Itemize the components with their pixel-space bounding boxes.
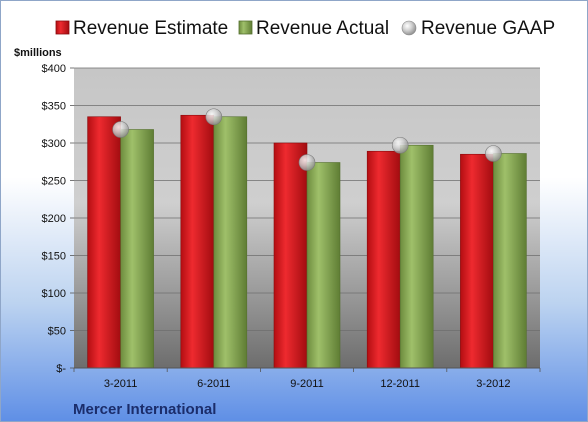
bar-revenue-estimate	[180, 114, 215, 369]
bar-revenue-estimate	[460, 153, 494, 369]
y-tick-label: $150	[42, 251, 66, 263]
marker-revenue-gaap	[485, 145, 502, 162]
bar-revenue-estimate	[87, 116, 121, 369]
bar-revenue-actual	[213, 116, 248, 369]
x-tick-label: 12-2011	[380, 378, 420, 390]
bar-revenue-actual	[399, 144, 434, 369]
x-tick-label: 9-2011	[290, 378, 323, 390]
legend-label-revenue-actual: Revenue Actual	[256, 18, 389, 39]
y-tick-label: $300	[42, 138, 66, 150]
legend-item-revenue-gaap: Revenue GAAP	[401, 18, 555, 39]
y-tick-label: $400	[42, 63, 66, 75]
legend-swatch-revenue-estimate	[55, 20, 70, 35]
bar-revenue-actual	[493, 153, 527, 369]
y-axis-ticks: $- $50 $100 $150 $200 $250 $300 $350 $400	[42, 63, 74, 375]
legend-item-revenue-actual: Revenue Actual	[238, 18, 389, 39]
legend: Revenue Estimate Revenue Actual Revenue …	[55, 18, 555, 39]
x-axis-ticks: 3-2011 6-2011 9-2011 12-2011 3-2012	[73, 368, 541, 390]
y-unit-label: $millions	[14, 47, 62, 59]
bar-revenue-estimate	[273, 142, 308, 369]
company-name: Mercer International	[73, 401, 216, 418]
y-tick-label: $200	[42, 213, 66, 225]
bar-revenue-actual	[120, 129, 154, 369]
legend-label-revenue-gaap: Revenue GAAP	[421, 18, 555, 39]
x-tick-label: 6-2011	[197, 378, 230, 390]
x-tick-label: 3-2011	[104, 378, 137, 390]
gaap-markers	[112, 108, 502, 171]
legend-swatch-revenue-gaap	[401, 20, 417, 36]
x-tick-label: 3-2012	[476, 378, 510, 390]
legend-item-revenue-estimate: Revenue Estimate	[55, 18, 228, 39]
legend-swatch-revenue-actual	[238, 20, 253, 35]
y-tick-label: $350	[42, 101, 66, 113]
marker-revenue-gaap	[391, 136, 409, 154]
y-tick-label: $50	[48, 326, 66, 338]
bar-revenue-actual	[306, 162, 341, 369]
bar-revenue-estimate	[366, 150, 401, 369]
marker-revenue-gaap	[298, 154, 316, 171]
y-tick-label: $100	[42, 288, 66, 300]
y-tick-label: $-	[56, 363, 66, 375]
y-tick-label: $250	[42, 176, 66, 188]
bars	[87, 114, 527, 369]
marker-revenue-gaap	[205, 108, 223, 126]
marker-revenue-gaap	[112, 121, 129, 138]
legend-label-revenue-estimate: Revenue Estimate	[73, 18, 228, 39]
